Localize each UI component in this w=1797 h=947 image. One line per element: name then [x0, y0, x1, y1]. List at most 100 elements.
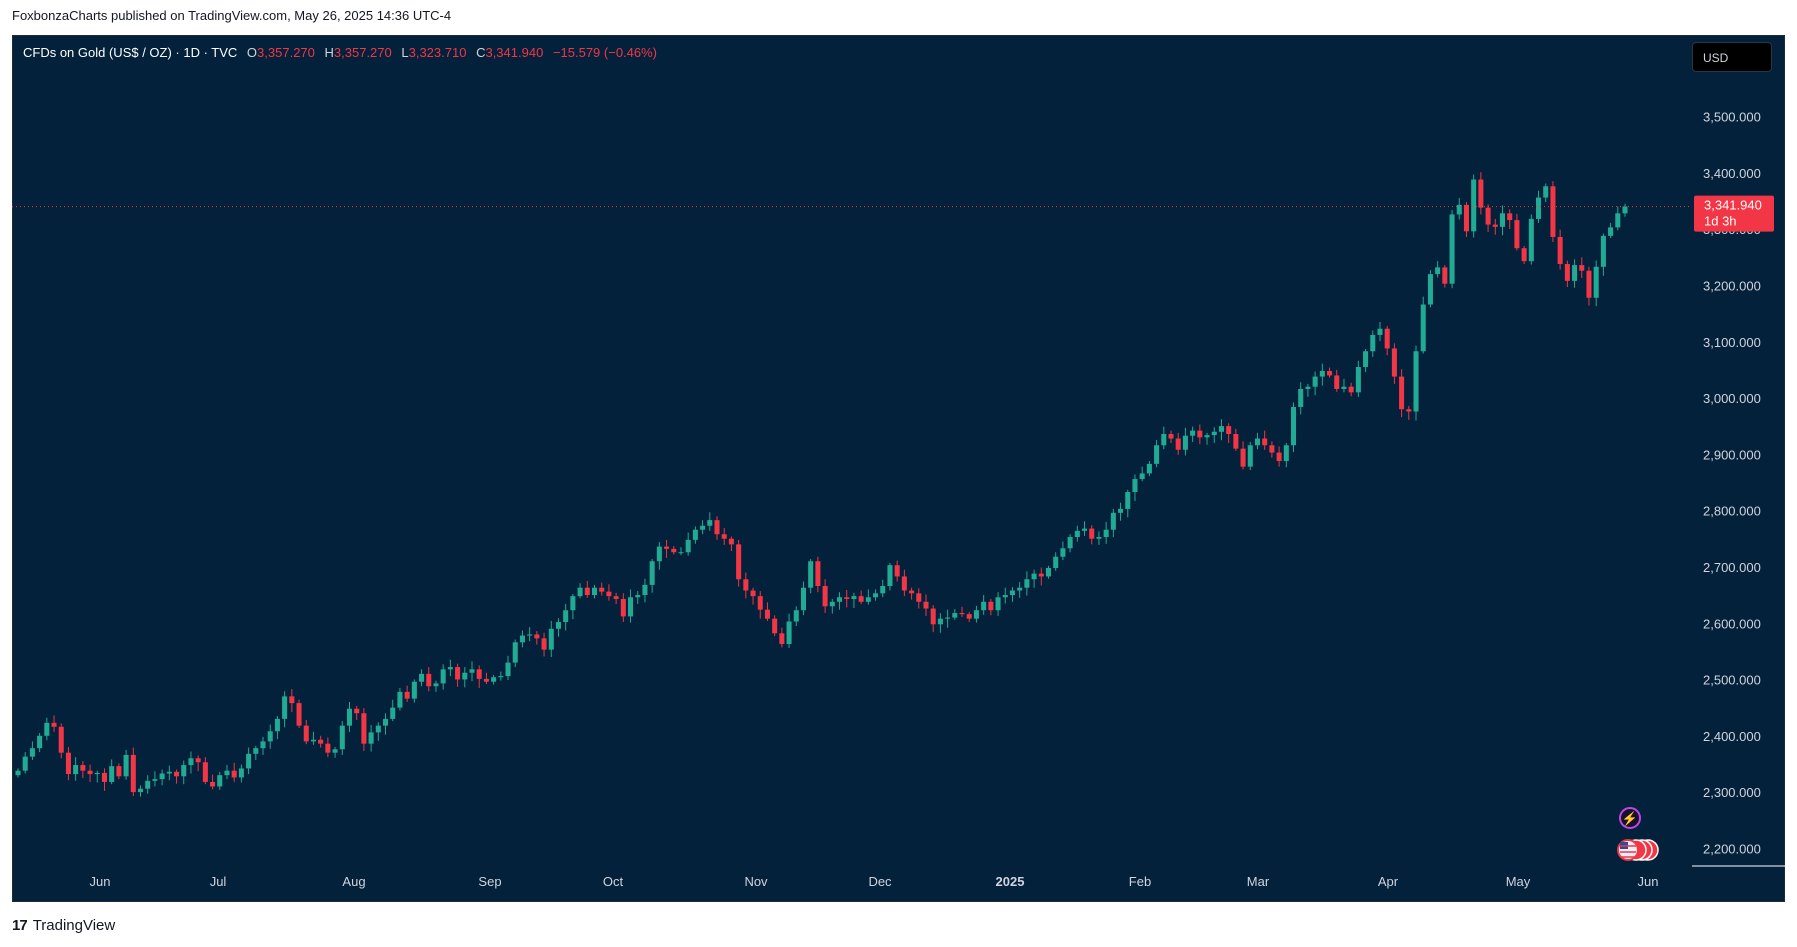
candle-body — [1002, 595, 1008, 598]
candle-body — [1182, 435, 1188, 450]
x-tick-label: Sep — [478, 874, 501, 889]
candle-body — [1391, 348, 1397, 377]
candle-body — [1103, 529, 1109, 538]
candle-body — [1449, 214, 1455, 284]
candle-body — [1298, 388, 1304, 407]
candle-body — [1593, 266, 1599, 298]
candle-body — [1377, 328, 1383, 335]
candle-body — [1190, 430, 1196, 436]
candle-body — [606, 591, 612, 597]
candle-body — [469, 669, 475, 673]
candle-body — [267, 731, 273, 742]
candle-body — [1399, 376, 1405, 410]
candle-body — [483, 678, 489, 682]
candle-body — [613, 596, 619, 599]
candle-body — [764, 609, 770, 619]
close-label: C — [476, 45, 486, 60]
x-tick-label: Apr — [1378, 874, 1399, 889]
candle-body — [721, 534, 727, 539]
candle-body — [1586, 270, 1592, 298]
y-tick-label: 2,400.000 — [1703, 729, 1761, 744]
candle-body — [174, 771, 180, 777]
close-value: 3,341.940 — [485, 45, 544, 60]
candle-body — [22, 756, 28, 771]
candle-body — [231, 770, 237, 778]
candle-body — [1622, 206, 1628, 214]
currency-button[interactable]: USD — [1692, 42, 1772, 72]
candle-body — [217, 775, 223, 787]
tradingview-logo-icon: 17 — [12, 917, 28, 934]
candle-body — [988, 601, 994, 611]
candle-body — [1204, 435, 1210, 438]
candle-body — [700, 525, 706, 530]
candle-body — [620, 598, 626, 617]
x-tick-label: Mar — [1247, 874, 1270, 889]
candle-body — [397, 691, 403, 708]
candle-body — [793, 610, 799, 622]
candle-body — [512, 642, 518, 663]
candle-body — [1312, 376, 1318, 387]
candle-body — [1456, 204, 1462, 215]
x-tick-label: May — [1506, 874, 1531, 889]
candle-body — [728, 538, 734, 545]
high-label: H — [324, 45, 334, 60]
candle-body — [1038, 573, 1044, 577]
candle-body — [1139, 473, 1145, 480]
candle-body — [1492, 224, 1498, 227]
candle-body — [930, 608, 936, 625]
candle-body — [224, 770, 230, 776]
brand-name: TradingView — [32, 917, 116, 934]
price-tag — [1694, 195, 1774, 232]
candle-body — [1528, 218, 1534, 262]
candle-body — [916, 593, 922, 602]
candle-body — [555, 622, 561, 629]
candle-body — [548, 628, 554, 650]
candle-body — [1118, 508, 1124, 513]
y-tick-label: 2,300.000 — [1703, 785, 1761, 800]
candle-body — [534, 634, 540, 639]
candle-body — [339, 725, 345, 750]
candle-body — [498, 676, 504, 678]
candle-body — [109, 766, 115, 782]
candle-body — [116, 766, 122, 777]
candle-body — [382, 718, 389, 726]
candle-body — [1089, 528, 1095, 539]
candle-body — [346, 708, 353, 726]
y-tick-label: 3,500.000 — [1703, 110, 1761, 125]
candle-body — [1226, 426, 1232, 435]
candle-body — [433, 683, 439, 687]
candle-body — [952, 613, 958, 618]
candle-body — [1125, 491, 1131, 509]
y-tick-label: 3,200.000 — [1703, 279, 1761, 294]
candle-body — [541, 638, 547, 650]
candle-body — [599, 587, 605, 592]
footer-brand[interactable]: 17 TradingView — [12, 917, 115, 934]
chart-panel[interactable]: CFDs on Gold (US$ / OZ) · 1D · TVC O3,35… — [12, 35, 1785, 902]
high-value: 3,357.270 — [333, 45, 392, 60]
candle-body — [1233, 434, 1239, 449]
candle-body — [1074, 530, 1080, 538]
candle-body — [505, 662, 511, 677]
candle-body — [426, 673, 432, 687]
candle-body — [94, 772, 100, 775]
candle-body — [447, 667, 453, 670]
candle-body — [210, 781, 216, 787]
candle-body — [1370, 334, 1376, 352]
candle-body — [937, 618, 943, 625]
candle-body — [375, 725, 381, 733]
x-tick-label: 2025 — [996, 874, 1025, 889]
candle-body — [87, 770, 93, 775]
candle-body — [246, 753, 252, 769]
candle-body — [289, 696, 295, 704]
candle-body — [404, 691, 410, 699]
candle-body — [880, 586, 886, 594]
candle-body — [476, 669, 482, 679]
candle-body — [1478, 179, 1484, 208]
candle-body — [51, 722, 57, 727]
change-value: −15.579 (−0.46%) — [552, 45, 658, 60]
candle-body — [137, 788, 144, 793]
candle-body — [1564, 263, 1570, 281]
lightning-icon — [1619, 807, 1641, 829]
symbol-name[interactable]: CFDs on Gold (US$ / OZ) · 1D · TVC — [23, 45, 238, 60]
